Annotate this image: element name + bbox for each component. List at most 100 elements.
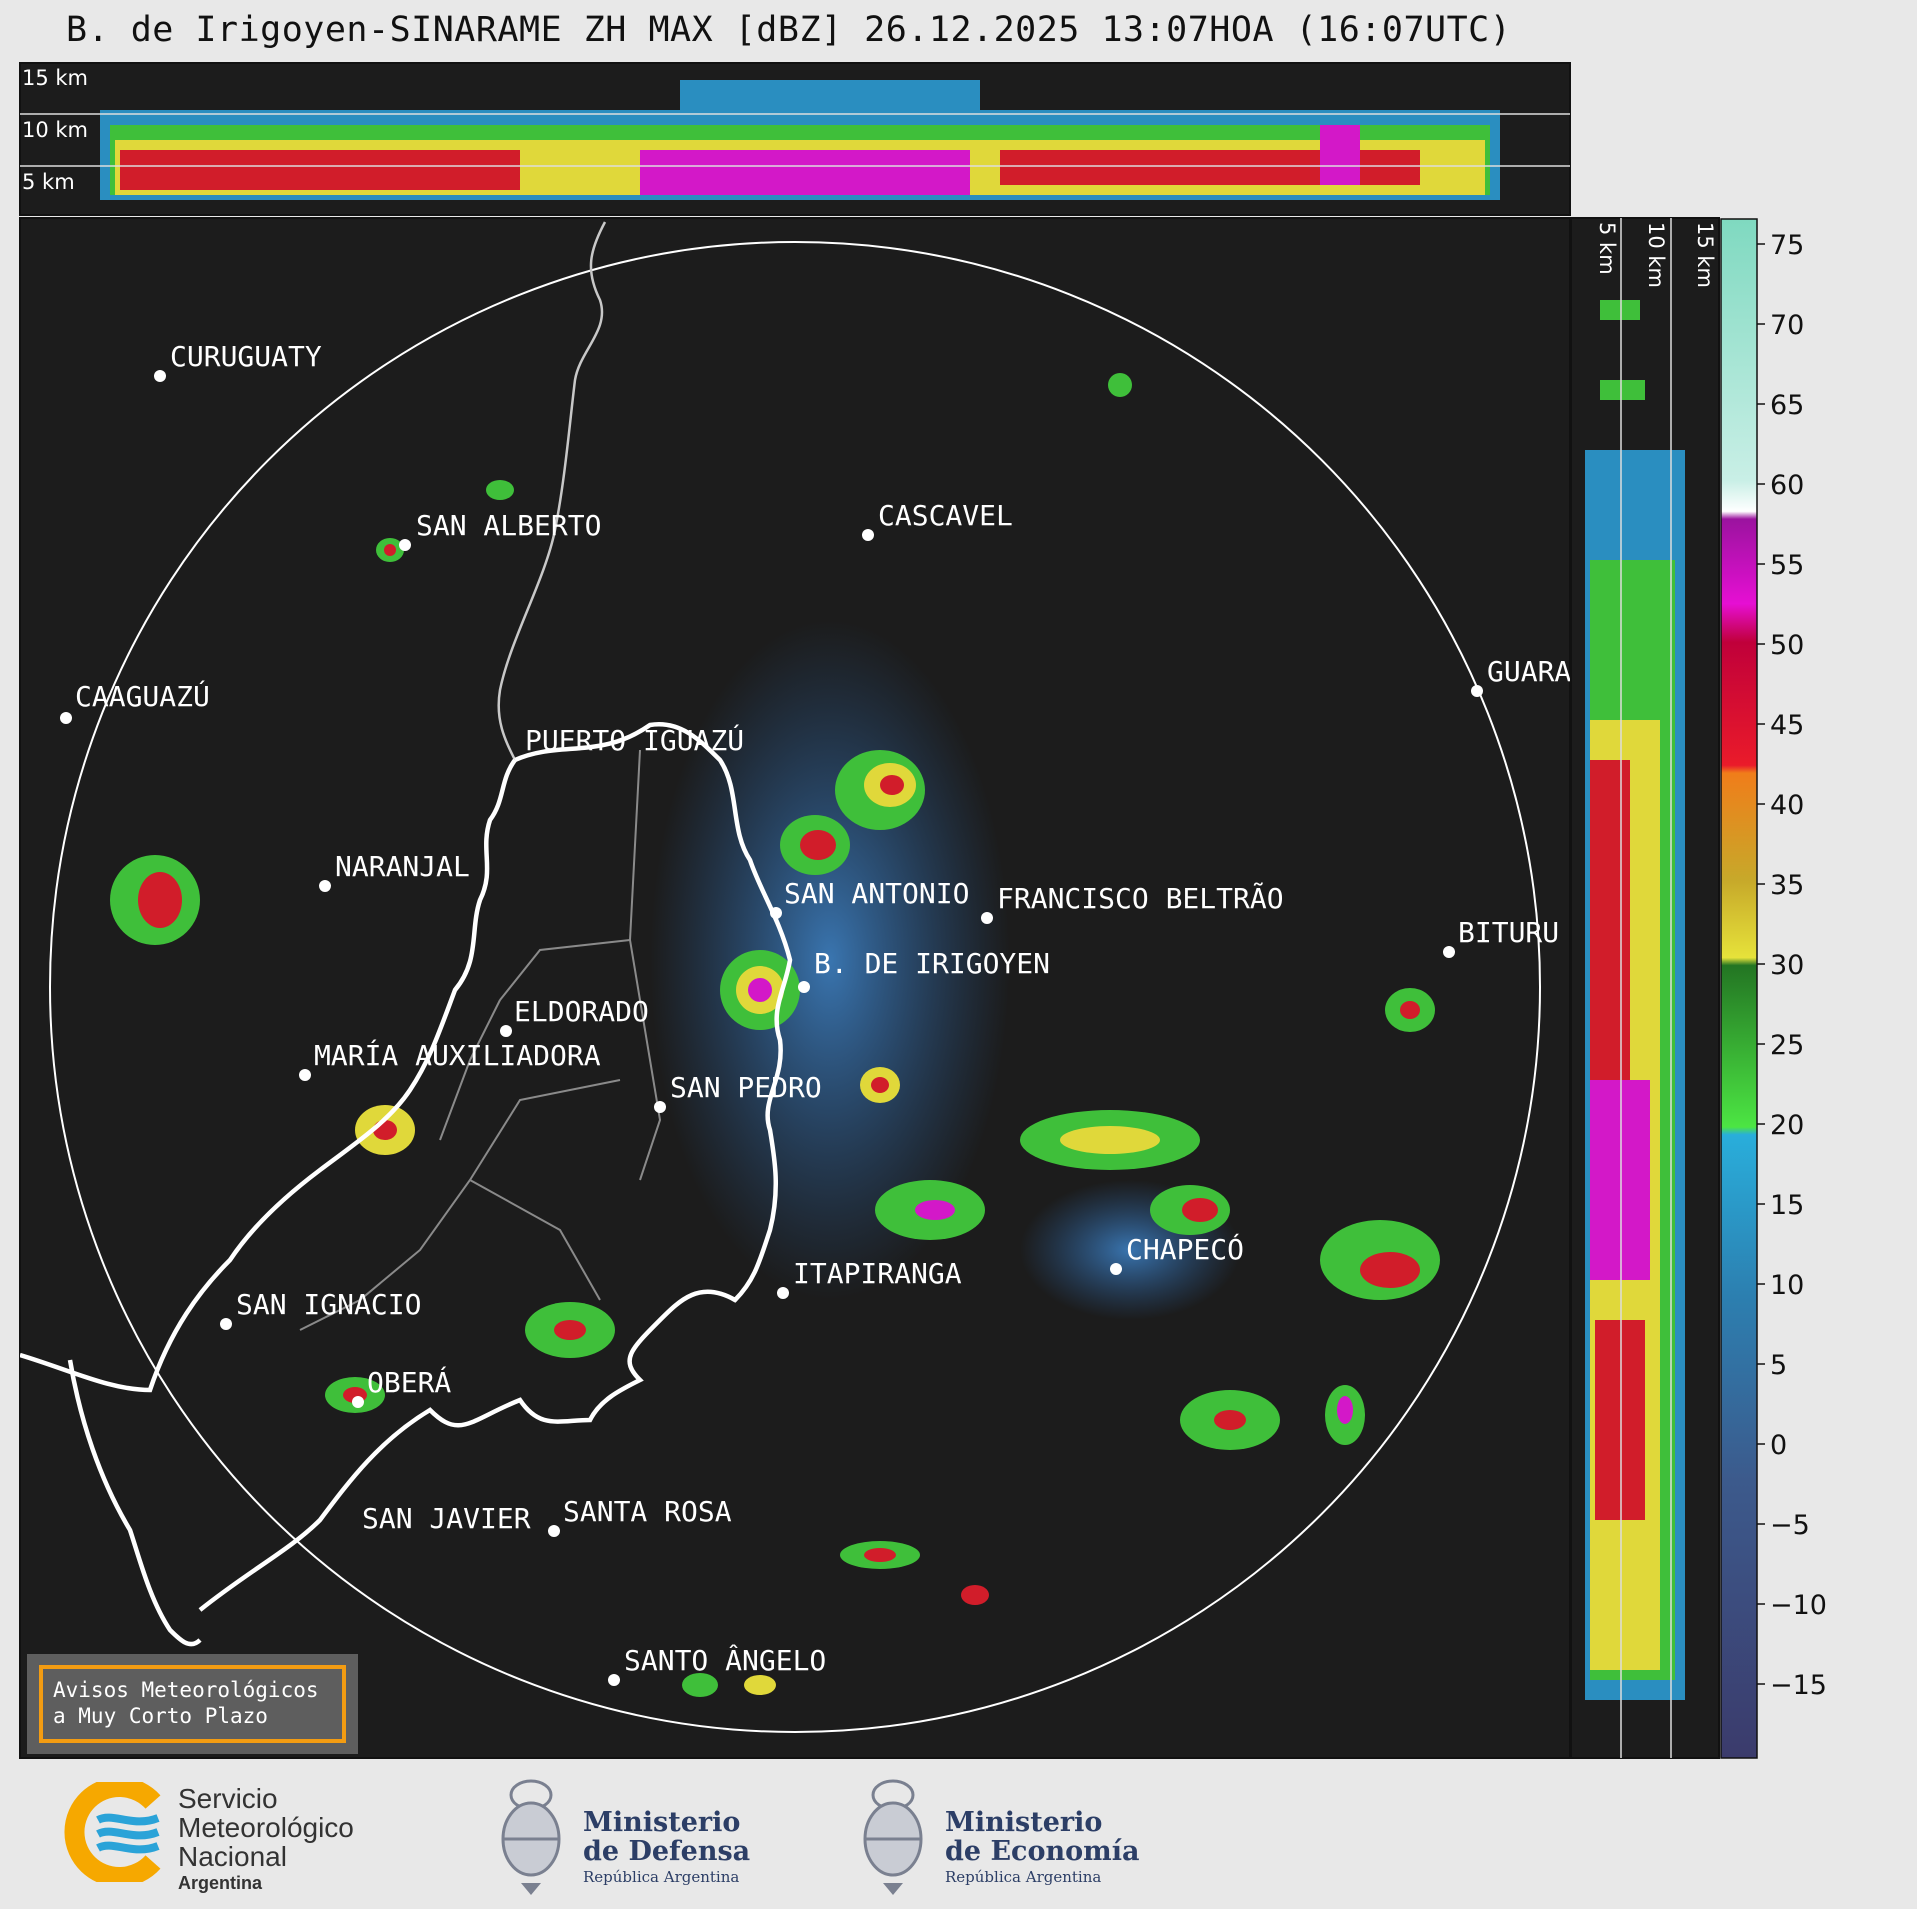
city-dot-francisco-beltrao	[981, 912, 993, 924]
city-label-san-pedro: SAN PEDRO	[670, 1071, 822, 1104]
economia-sub: República Argentina	[945, 1868, 1102, 1886]
city-label-cascavel: CASCAVEL	[878, 499, 1013, 532]
side-height-label-10: 10 km	[1644, 222, 1668, 288]
radar-map-panel	[19, 217, 1571, 1759]
colorbar-tick-60: 60	[1770, 470, 1804, 501]
top-height-profile: 15 km 10 km 5 km	[19, 62, 1571, 216]
city-label-san-ignacio: SAN IGNACIO	[236, 1288, 421, 1321]
map-title: B. de Irigoyen-SINARAME ZH MAX [dBZ] 26.…	[66, 10, 1512, 50]
colorbar-tick-5: 5	[1770, 1350, 1787, 1381]
side-height-label-5: 5 km	[1595, 222, 1619, 275]
city-dot-b-de-irigoyen	[798, 981, 810, 993]
city-label-bituru: BITURU	[1458, 916, 1559, 949]
city-dot-eldorado	[500, 1025, 512, 1037]
colorbar-tick-70: 70	[1770, 310, 1804, 341]
smn-line-1: Servicio	[178, 1783, 278, 1814]
smn-line-3: Nacional	[178, 1841, 287, 1872]
city-label-b-de-irigoyen: B. DE IRIGOYEN	[814, 947, 1050, 980]
city-markers: CURUGUATY SAN ALBERTO CASCAVEL CAAGUAZÚ …	[60, 340, 1571, 1686]
colorbar-tick-30: 30	[1770, 950, 1804, 981]
city-label-san-antonio: SAN ANTONIO	[784, 877, 969, 910]
colorbar-tick-15: 15	[1770, 1190, 1804, 1221]
city-dot-santo-angelo	[608, 1674, 620, 1686]
colorbar-tick-0: 0	[1770, 1430, 1787, 1461]
city-label-guara: GUARA	[1487, 655, 1571, 688]
colorbar-tick-65: 65	[1770, 390, 1804, 421]
colorbar-tick-40: 40	[1770, 790, 1804, 821]
smn-sub: Argentina	[178, 1873, 263, 1893]
top-height-label-5: 5 km	[22, 170, 75, 194]
defensa-line-1: Ministerio	[583, 1807, 741, 1838]
city-dot-san-antonio	[770, 907, 782, 919]
ministerio-economia: Ministerio de Economía República Argenti…	[945, 1808, 1139, 1886]
city-dot-obera	[352, 1396, 364, 1408]
city-label-maria-auxiliadora: MARÍA AUXILIADORA	[314, 1038, 601, 1072]
economia-line-2: de Economía	[945, 1836, 1140, 1867]
city-label-san-alberto: SAN ALBERTO	[416, 509, 601, 542]
colorbar-tick-25: 25	[1770, 1030, 1804, 1061]
colorbar-tick-20: 20	[1770, 1110, 1804, 1141]
city-dot-curuguaty	[154, 370, 166, 382]
city-label-santo-angelo: SANTO ÂNGELO	[624, 1643, 826, 1677]
economia-line-1: Ministerio	[945, 1807, 1103, 1838]
colorbar: 75 70 65 60 55 50 45 40 35 30 25 20 15 1…	[1720, 218, 1827, 1759]
city-dot-san-ignacio	[220, 1318, 232, 1330]
coat-of-arms-defensa-icon	[501, 1779, 561, 1895]
city-dot-san-pedro	[654, 1101, 666, 1113]
defensa-line-2: de Defensa	[583, 1836, 751, 1867]
smn-logo-text: Servicio Meteorológico Nacional Argentin…	[178, 1784, 354, 1894]
city-label-curuguaty: CURUGUATY	[170, 340, 322, 373]
city-label-obera: OBERÁ	[367, 1365, 451, 1399]
side-height-label-15: 15 km	[1693, 222, 1717, 288]
city-dot-naranjal	[319, 880, 331, 892]
city-dot-caaguazu	[60, 712, 72, 724]
notice-line-1: Avisos Meteorológicos	[53, 1678, 319, 1702]
city-dot-cascavel	[862, 529, 874, 541]
paraguay-lower-border	[67, 1359, 202, 1647]
argentina-paraguay-border	[20, 758, 517, 1393]
city-dot-bituru	[1443, 946, 1455, 958]
city-dot-san-alberto	[399, 539, 411, 551]
city-label-itapiranga: ITAPIRANGA	[793, 1257, 962, 1290]
provincial-borders	[299, 749, 662, 1331]
top-height-label-10: 10 km	[22, 118, 88, 142]
city-dot-itapiranga	[777, 1287, 789, 1299]
argentina-brazil-border	[198, 721, 793, 1612]
city-label-chapeco: CHAPECÓ	[1126, 1232, 1244, 1266]
city-dot-maria-auxiliadora	[299, 1069, 311, 1081]
colorbar-tick-55: 55	[1770, 550, 1804, 581]
colorbar-tick-minus15: −15	[1770, 1670, 1827, 1701]
side-height-profile: 5 km 10 km 15 km	[1570, 217, 1720, 1759]
colorbar-tick-35: 35	[1770, 870, 1804, 901]
notice-line-2: a Muy Corto Plazo	[53, 1704, 268, 1728]
city-label-naranjal: NARANJAL	[335, 850, 470, 883]
storm-cells	[110, 373, 1440, 1697]
coat-of-arms-economia-icon	[863, 1779, 923, 1895]
city-label-santa-rosa: SANTA ROSA	[563, 1495, 732, 1528]
city-label-san-javier: SAN JAVIER	[362, 1502, 531, 1535]
ministerio-defensa: Ministerio de Defensa República Argentin…	[583, 1808, 750, 1886]
city-dot-santa-rosa	[548, 1525, 560, 1537]
smn-line-2: Meteorológico	[178, 1812, 354, 1843]
city-dot-guara	[1471, 685, 1483, 697]
city-label-francisco-beltrao: FRANCISCO BELTRÃO	[997, 882, 1284, 915]
colorbar-ticks	[1757, 243, 1765, 1685]
paraguay-brazil-border	[497, 221, 607, 761]
defensa-sub: República Argentina	[583, 1868, 740, 1886]
range-ring	[49, 241, 1541, 1733]
top-height-label-15: 15 km	[22, 66, 88, 90]
city-label-eldorado: ELDORADO	[514, 995, 649, 1028]
colorbar-tick-10: 10	[1770, 1270, 1804, 1301]
colorbar-tick-75: 75	[1770, 230, 1804, 261]
notice-frame: Avisos Meteorológicos a Muy Corto Plazo	[39, 1665, 346, 1743]
city-dot-chapeco	[1110, 1263, 1122, 1275]
city-label-puerto-iguazu: PUERTO IGUAZÚ	[525, 723, 744, 757]
colorbar-tick-50: 50	[1770, 630, 1804, 661]
city-label-caaguazu: CAAGUAZÚ	[75, 679, 210, 713]
colorbar-tick-45: 45	[1770, 710, 1804, 741]
notice-box[interactable]: Avisos Meteorológicos a Muy Corto Plazo	[27, 1654, 358, 1754]
colorbar-tick-minus10: −10	[1770, 1590, 1827, 1621]
smn-logo-icon	[64, 1782, 161, 1882]
colorbar-tick-minus5: −5	[1770, 1510, 1810, 1541]
